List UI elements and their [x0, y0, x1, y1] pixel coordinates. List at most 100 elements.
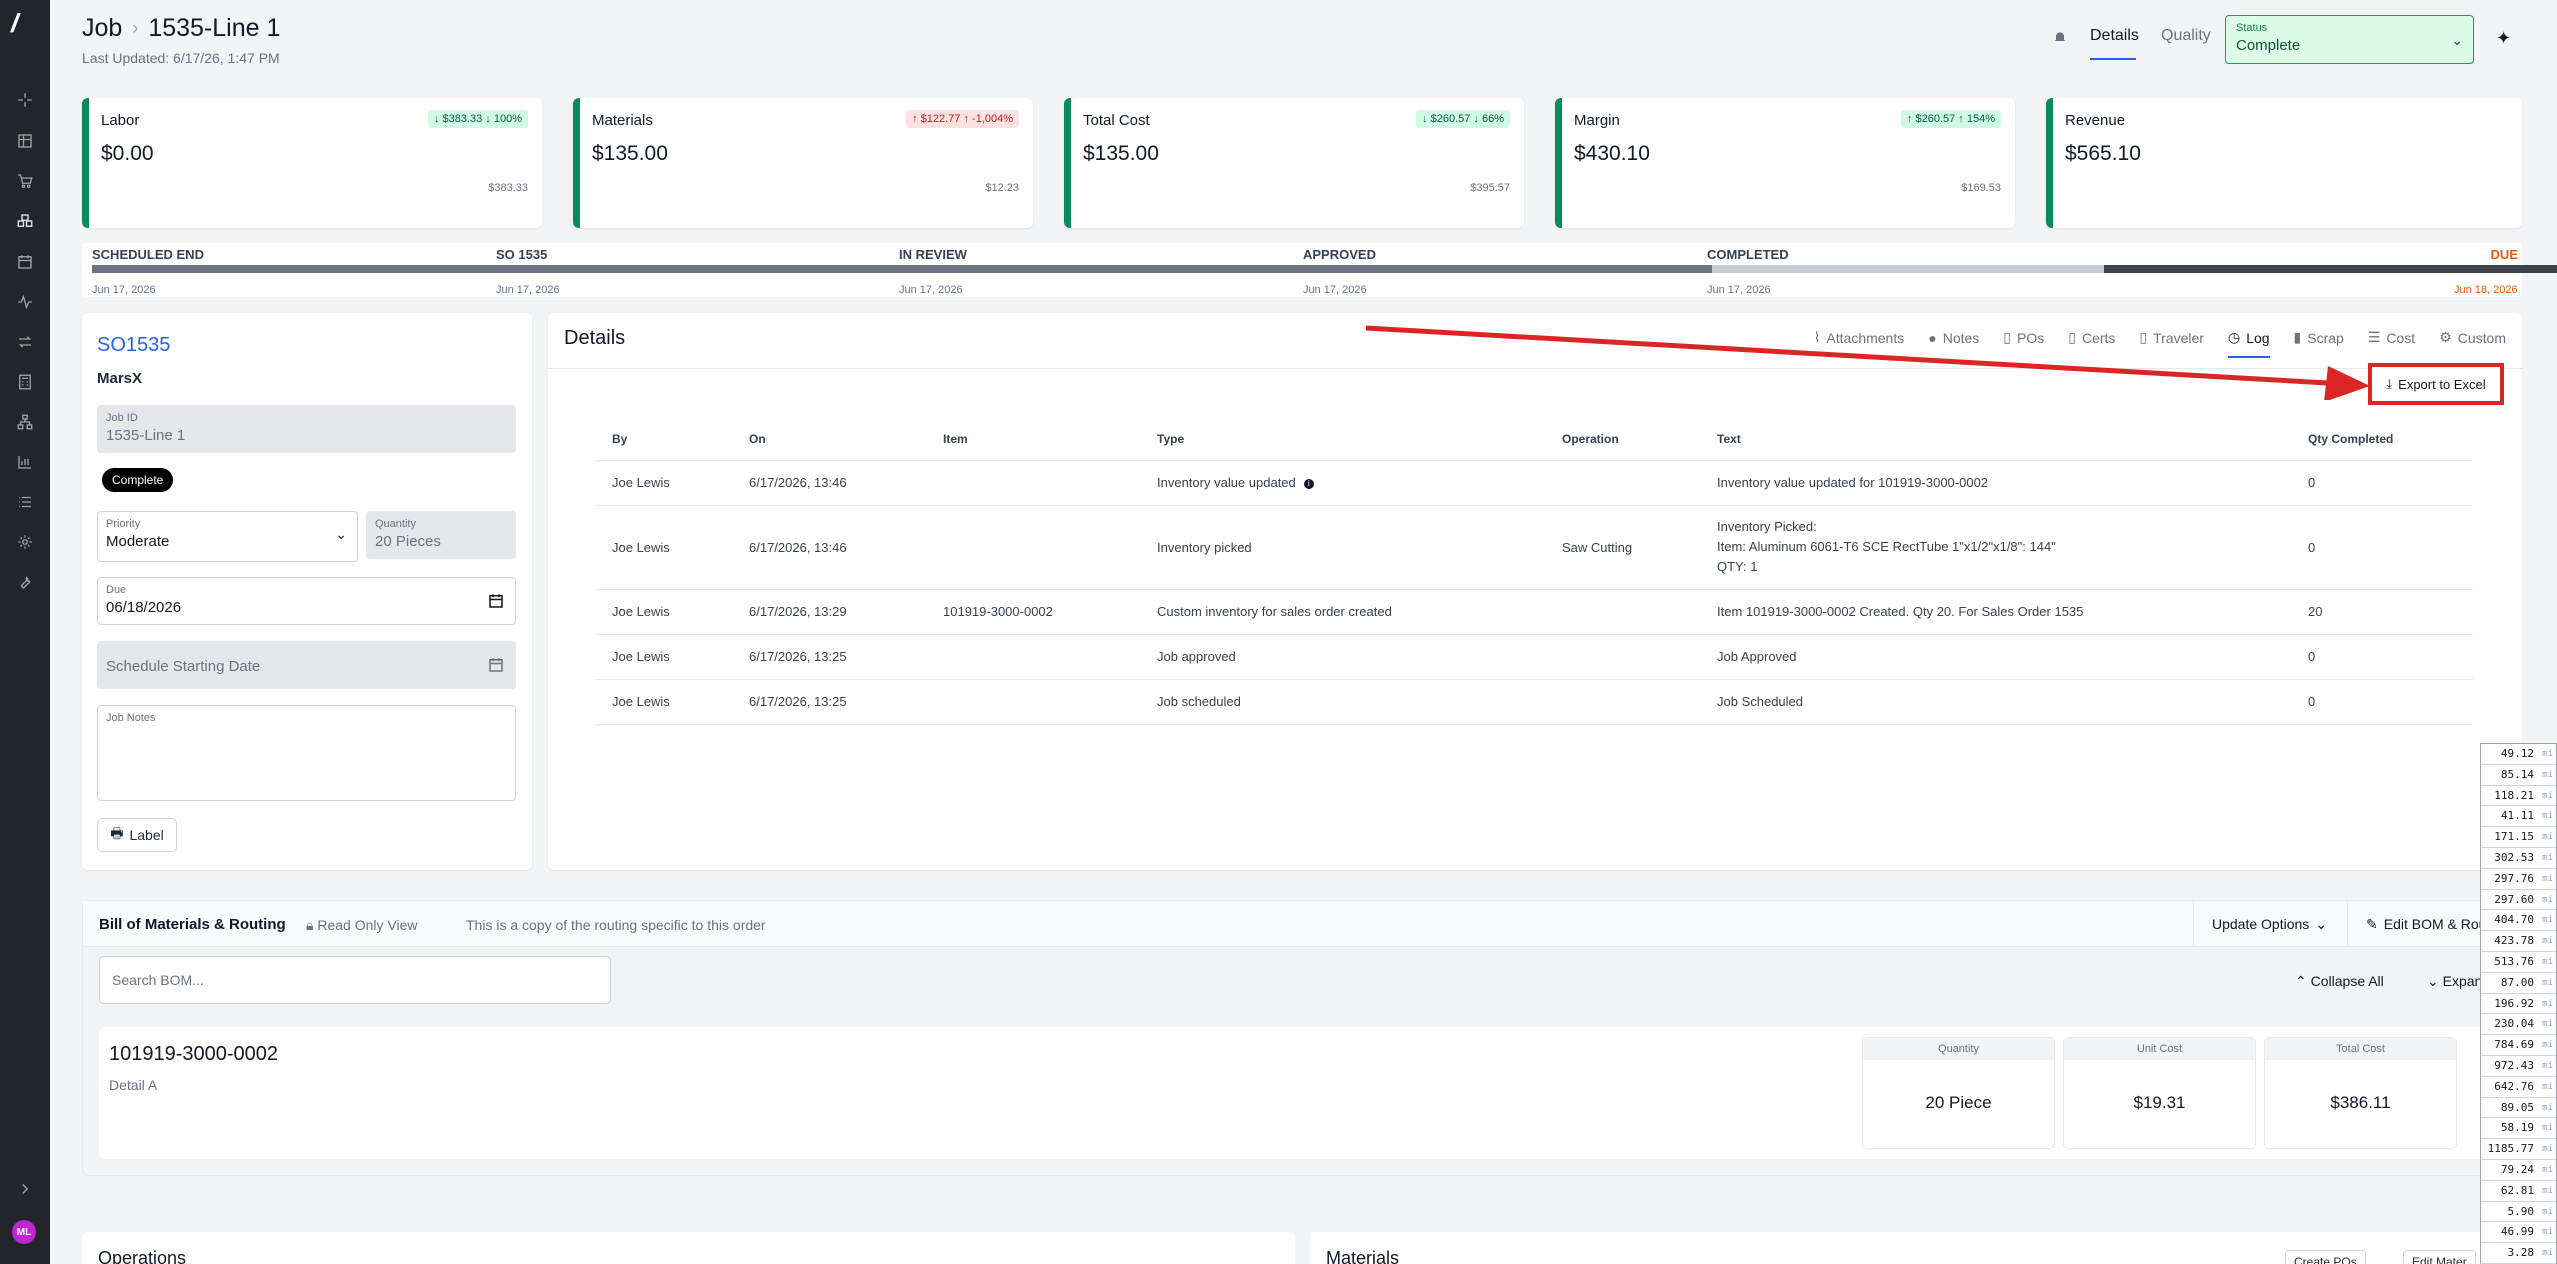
- tab-traveler[interactable]: ▯ Traveler: [2139, 329, 2204, 346]
- avatar[interactable]: ML: [12, 1220, 36, 1244]
- ai-sparkle-icon[interactable]: ✦: [2496, 28, 2512, 48]
- sparkle-nav-icon[interactable]: [13, 88, 37, 112]
- activity-nav-icon[interactable]: [13, 290, 37, 314]
- tab-cost[interactable]: ☰ Cost: [2368, 329, 2415, 346]
- tab-scrap[interactable]: ▮ Scrap: [2294, 329, 2344, 346]
- distance-item: 404.70 mi: [2481, 910, 2556, 932]
- breadcrumb-section[interactable]: Job: [82, 14, 123, 42]
- wrench-nav-icon[interactable]: [13, 570, 37, 594]
- distance-item: 87.00 mi: [2481, 973, 2556, 994]
- edit-bom-button[interactable]: ✎ Edit BOM & Rou: [2347, 901, 2523, 947]
- expand-button[interactable]: ⌄ Expand: [2427, 973, 2490, 990]
- metric-sub: $169.53: [1961, 182, 2001, 194]
- table-row[interactable]: Joe Lewis 6/17/2026, 13:29 101919-3000-0…: [596, 589, 2473, 635]
- cart-nav-icon[interactable]: [13, 169, 37, 193]
- cell-operation: [1546, 634, 1701, 680]
- tab-details[interactable]: Details: [2090, 27, 2139, 44]
- read-only-label: 🔒︎ Read Only View: [306, 917, 417, 934]
- tab-notes[interactable]: ● Notes: [1928, 329, 1979, 346]
- cell-on: 6/17/2026, 13:25: [733, 679, 927, 725]
- distance-unit: mi: [2542, 1081, 2553, 1092]
- cell-by: Joe Lewis: [596, 634, 733, 680]
- sitemap-nav-icon[interactable]: [13, 410, 37, 434]
- cell-qty: 0: [2292, 679, 2473, 725]
- distance-item: 118.21 mi: [2481, 786, 2556, 807]
- status-label: Status: [2236, 22, 2268, 34]
- calendar-icon[interactable]: [487, 656, 505, 674]
- job-notes-textarea[interactable]: Job Notes: [97, 705, 516, 801]
- print-label-button[interactable]: 🖶 Label: [97, 818, 177, 852]
- distance-item: 5.90 mi: [2481, 1202, 2556, 1223]
- tab-log[interactable]: ◷ Log: [2227, 329, 2270, 358]
- details-title: Details: [564, 327, 626, 349]
- export-to-excel-button[interactable]: ⤓ Export to Excel: [2368, 363, 2504, 405]
- jobs-nav-icon[interactable]: [13, 209, 37, 233]
- stat-value: $19.31: [2133, 1093, 2186, 1112]
- column-header[interactable]: Text: [1701, 418, 2292, 461]
- cell-text: Item 101919-3000-0002 Created. Qty 20. F…: [1701, 589, 2292, 635]
- bom-search-input[interactable]: Search BOM...: [99, 956, 611, 1004]
- table-row[interactable]: Joe Lewis 6/17/2026, 13:46 Inventory pic…: [596, 505, 2473, 590]
- column-header[interactable]: Qty Completed: [2292, 418, 2473, 461]
- table-row[interactable]: Joe Lewis 6/17/2026, 13:46 Inventory val…: [596, 460, 2473, 506]
- list-nav-icon[interactable]: [13, 490, 37, 514]
- table-row[interactable]: Joe Lewis 6/17/2026, 13:25 Job approved …: [596, 634, 2473, 680]
- metric-sub: $383.33: [488, 182, 528, 194]
- table-row[interactable]: Joe Lewis 6/17/2026, 13:25 Job scheduled…: [596, 679, 2473, 725]
- job-timeline: SCHEDULED END Jun 17, 2026 SO 1535 Jun 17,…: [82, 243, 2557, 297]
- calendar-nav-icon[interactable]: [13, 250, 37, 274]
- bom-item[interactable]: 101919-3000-0002 Detail A Quantity 20 Pie…: [99, 1027, 2489, 1159]
- field-value: 20 Pieces: [375, 533, 441, 550]
- annotation-arrow: [1365, 325, 2370, 400]
- part-description: Detail A: [109, 1077, 158, 1093]
- tab-custom[interactable]: ⚙ Custom: [2439, 329, 2506, 346]
- distance-item: 302.53 mi: [2481, 848, 2556, 869]
- bom-header: Bill of Materials & Routing 🔒︎ Read Only…: [83, 901, 2521, 947]
- tab-certs[interactable]: ▯ Certs: [2068, 329, 2115, 346]
- distance-item: 41.11 mi: [2481, 806, 2556, 828]
- chevron-down-icon: ⌄: [2427, 973, 2439, 989]
- distance-unit: mi: [2542, 936, 2553, 947]
- bom-copy-note: This is a copy of the routing specific t…: [466, 917, 766, 933]
- stage-date: Jun 17, 2026: [1707, 284, 1771, 296]
- update-options-button[interactable]: Update Options ⌄: [2193, 901, 2345, 947]
- text-line: Item: Aluminum 6061-T6 SCE RectTube 1"x1…: [1717, 539, 2056, 554]
- due-date-field[interactable]: Due 06/18/2026: [97, 577, 516, 625]
- metric-sub: $395.57: [1470, 182, 1510, 194]
- column-header[interactable]: On: [733, 418, 927, 461]
- schedule-start-field[interactable]: Schedule Starting Date: [97, 641, 516, 689]
- field-label: Job Notes: [106, 712, 156, 724]
- grid-nav-icon[interactable]: [13, 129, 37, 153]
- edit-materials-button[interactable]: Edit Mater: [2403, 1250, 2476, 1264]
- timeline-stage: COMPLETED Jun 17, 2026: [1707, 247, 1789, 296]
- chart-nav-icon[interactable]: [13, 450, 37, 474]
- column-header[interactable]: Item: [927, 418, 1141, 461]
- cell-text: Job Scheduled: [1701, 679, 2292, 725]
- tab-label: POs: [2017, 329, 2045, 346]
- stage-name: SO 1535: [496, 247, 548, 262]
- calendar-icon[interactable]: [487, 592, 505, 610]
- stage-name: IN REVIEW: [899, 247, 967, 262]
- bell-icon[interactable]: [2052, 29, 2068, 45]
- sales-order-link[interactable]: SO1535: [97, 334, 171, 356]
- distance-unit: mi: [2542, 1123, 2553, 1134]
- calculator-nav-icon[interactable]: [13, 370, 37, 394]
- distance-item: 297.60 mi: [2481, 890, 2556, 911]
- collapse-all-button[interactable]: ⌃ Collapse All: [2295, 973, 2384, 990]
- tab-quality[interactable]: Quality: [2161, 27, 2211, 44]
- column-header[interactable]: By: [596, 418, 733, 461]
- column-header[interactable]: Operation: [1546, 418, 1701, 461]
- transfer-nav-icon[interactable]: [13, 330, 37, 354]
- breadcrumb: Job › 1535-Line 1: [82, 14, 280, 43]
- cell-by: Joe Lewis: [596, 589, 733, 635]
- expand-sidebar-icon[interactable]: [13, 1177, 37, 1201]
- status-select[interactable]: Status Complete ⌄: [2225, 15, 2474, 64]
- settings-nav-icon[interactable]: [13, 530, 37, 554]
- column-header[interactable]: Type: [1141, 418, 1546, 461]
- create-pos-button[interactable]: Create POs: [2285, 1250, 2366, 1264]
- distance-unit: mi: [2542, 790, 2553, 801]
- priority-select[interactable]: Priority Moderate ⌄: [97, 511, 358, 562]
- tab-attachments[interactable]: ⌇ Attachments: [1814, 329, 1905, 346]
- tab-pos[interactable]: ▯ POs: [2003, 329, 2044, 346]
- info-icon[interactable]: i: [1303, 478, 1314, 489]
